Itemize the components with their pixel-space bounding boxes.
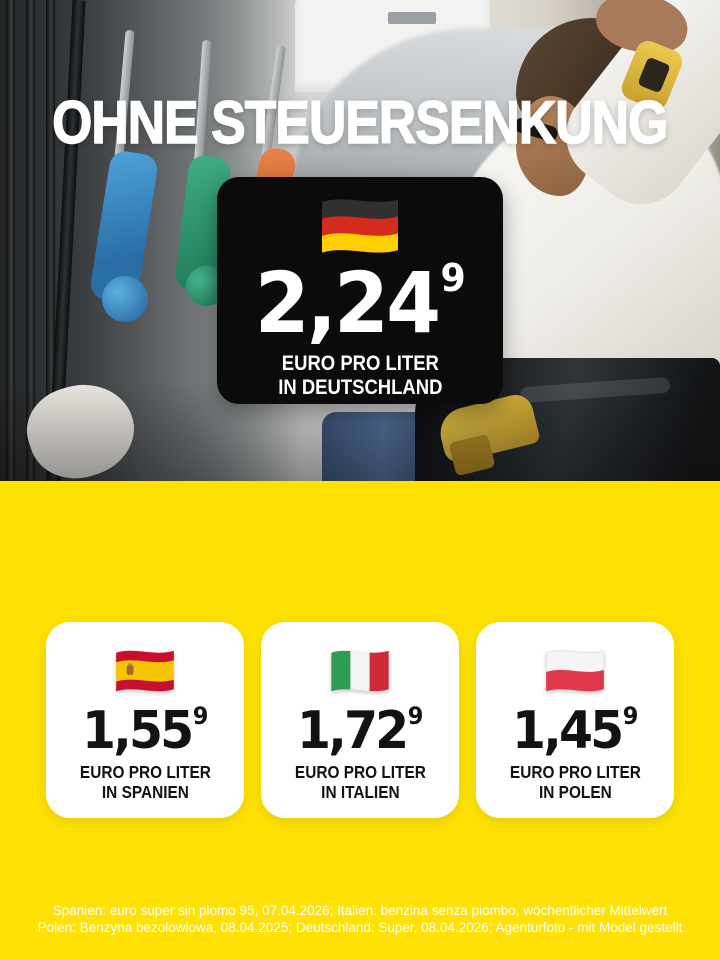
pump-rail bbox=[46, 0, 55, 481]
price-value: 1,45 bbox=[511, 701, 624, 761]
italy-price-unit: EURO PRO LITER IN ITALIEN bbox=[286, 762, 435, 803]
footnote-line-1: Spanien: euro super sin plomo 95, 07.04.… bbox=[52, 903, 668, 918]
nozzle-knob-blue bbox=[102, 276, 148, 322]
pump-rail bbox=[26, 0, 35, 481]
unit-line: IN POLEN bbox=[538, 782, 612, 803]
unit-line: EURO PRO LITER bbox=[79, 762, 211, 782]
italy-price: 1,729 bbox=[297, 701, 424, 757]
unit-line: EURO PRO LITER bbox=[294, 762, 426, 782]
germany-price: 2,249 bbox=[254, 259, 465, 345]
italy-flag-icon bbox=[331, 650, 389, 692]
germany-price-unit: EURO PRO LITER IN DEUTSCHLAND bbox=[267, 352, 454, 401]
poland-price-unit: EURO PRO LITER IN POLEN bbox=[501, 762, 650, 803]
source-footnote: Spanien: euro super sin plomo 95, 07.04.… bbox=[0, 902, 720, 936]
price-superscript: 9 bbox=[407, 701, 424, 730]
tax-cut-section: MIT STEUERSENKUNG 1,559 EURO PRO LITER I… bbox=[0, 481, 720, 960]
price-superscript: 9 bbox=[622, 701, 639, 730]
poland-price-card: 1,459 EURO PRO LITER IN POLEN bbox=[476, 622, 674, 818]
station-equipment-vent bbox=[388, 12, 436, 24]
price-superscript: 9 bbox=[440, 256, 466, 302]
headline-without-tax-cut: OHNE STEUERSENKUNG bbox=[0, 88, 720, 157]
italy-price-card: 1,729 EURO PRO LITER IN ITALIEN bbox=[261, 622, 459, 818]
spain-price-card: 1,559 EURO PRO LITER IN SPANIEN bbox=[46, 622, 244, 818]
unit-line: IN SPANIEN bbox=[101, 782, 189, 803]
country-price-cards: 1,559 EURO PRO LITER IN SPANIEN bbox=[0, 622, 720, 818]
footnote-line-2: Polen: Benzyna bezolowiowa, 08.04.2025; … bbox=[37, 920, 683, 935]
spain-flag-icon bbox=[116, 650, 174, 692]
price-value: 1,72 bbox=[296, 701, 409, 761]
price-superscript: 9 bbox=[192, 701, 209, 730]
unit-line: IN ITALIEN bbox=[320, 782, 400, 803]
unit-line: EURO PRO LITER bbox=[509, 762, 641, 782]
poland-flag-icon bbox=[546, 650, 604, 692]
unit-line: IN DEUTSCHLAND bbox=[277, 376, 443, 400]
price-value: 1,55 bbox=[81, 701, 194, 761]
unit-line: EURO PRO LITER bbox=[281, 352, 439, 375]
spain-price: 1,559 bbox=[82, 701, 209, 757]
pump-rail bbox=[6, 0, 15, 481]
spain-price-unit: EURO PRO LITER IN SPANIEN bbox=[71, 762, 220, 803]
price-value: 2,24 bbox=[254, 254, 440, 352]
germany-price-card: 2,249 EURO PRO LITER IN DEUTSCHLAND bbox=[217, 177, 503, 404]
germany-flag-icon bbox=[322, 199, 398, 253]
poland-price: 1,459 bbox=[512, 701, 639, 757]
headline-text: OHNE STEUERSENKUNG bbox=[52, 88, 669, 157]
